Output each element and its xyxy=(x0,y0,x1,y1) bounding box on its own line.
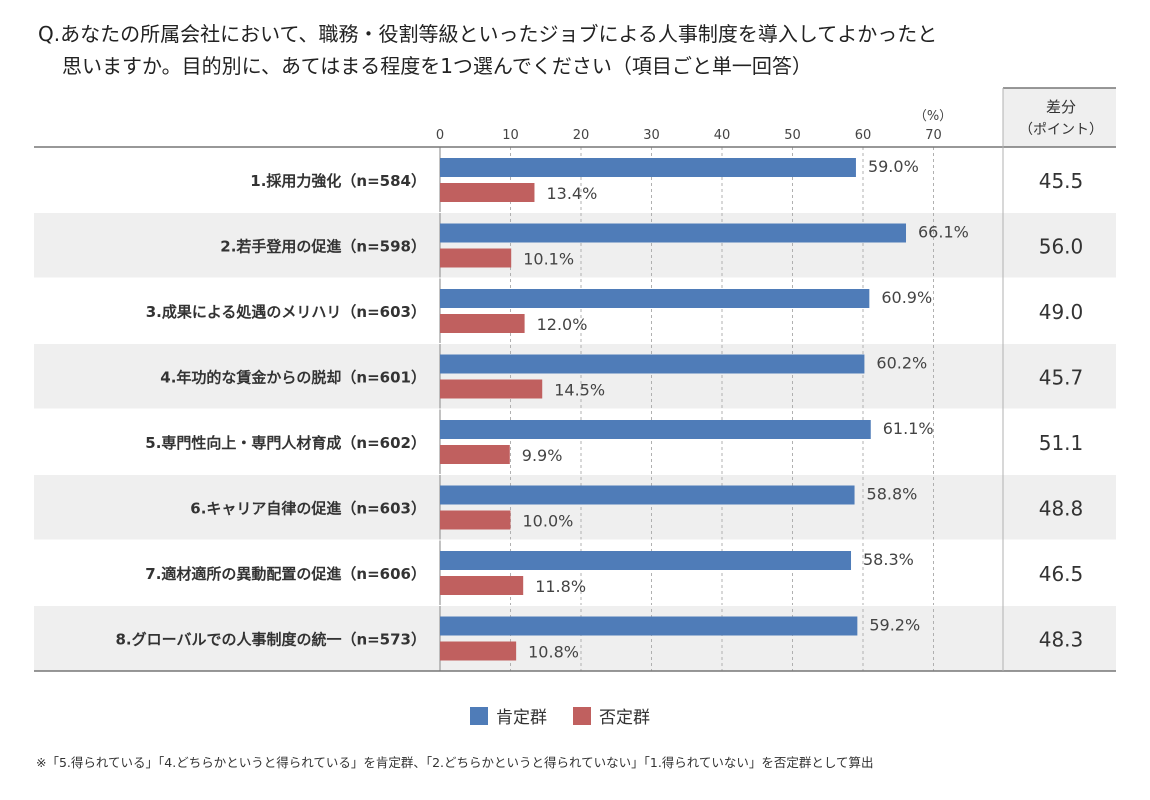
row-background xyxy=(34,605,1116,671)
diff-value: 45.7 xyxy=(1039,365,1084,389)
x-tick-label: 0 xyxy=(436,128,444,143)
diff-value: 49.0 xyxy=(1039,300,1084,324)
bar-positive xyxy=(440,289,870,308)
data-label-positive: 61.1% xyxy=(883,419,934,438)
category-label: 8.グローバルでの人事制度の統一（n=573） xyxy=(115,630,426,648)
bar-positive xyxy=(440,158,856,177)
data-label-negative: 10.1% xyxy=(523,250,574,269)
diff-value: 48.3 xyxy=(1039,627,1084,651)
category-label: 4.年功的な賃金からの脱却（n=601） xyxy=(160,368,426,386)
chart-title: Q.あなたの所属会社において、職務・役割等級といったジョブによる人事制度を導入し… xyxy=(38,18,937,82)
legend-swatch-positive xyxy=(470,706,488,725)
diff-value: 45.5 xyxy=(1039,169,1084,193)
title-line-2: 思いますか。目的別に、あてはまる程度を1つ選んでください（項目ごと単一回答） xyxy=(62,54,812,78)
legend-label-positive: 肯定群 xyxy=(496,708,547,728)
legend-item-negative: 否定群 xyxy=(573,703,650,728)
bar-chart: 0 10 20 30 40 50 60 70 （%） 差分 （ポイント） 1.採用力強化（n=584）… xyxy=(34,87,1116,672)
bar-negative xyxy=(440,183,535,202)
data-label-negative: 9.9% xyxy=(522,446,563,465)
bar-negative xyxy=(440,314,525,333)
bar-positive xyxy=(440,485,855,505)
data-label-positive: 60.9% xyxy=(881,288,932,307)
data-label-positive: 58.3% xyxy=(863,550,914,569)
category-label: 5.専門性向上・専門人材育成（n=602） xyxy=(145,434,426,452)
bar-positive xyxy=(440,223,907,243)
unit-label: （%） xyxy=(914,109,952,124)
data-label-negative: 11.8% xyxy=(535,577,586,596)
x-tick-label: 60 xyxy=(855,128,872,143)
bar-negative xyxy=(440,379,543,399)
data-label-positive: 59.0% xyxy=(868,157,919,176)
bar-negative xyxy=(440,510,511,530)
legend: 肯定群 否定群 xyxy=(470,703,650,728)
data-label-negative: 10.8% xyxy=(528,643,579,662)
bar-negative xyxy=(440,445,510,464)
legend-label-negative: 否定群 xyxy=(599,708,650,728)
category-label: 6.キャリア自律の促進（n=603） xyxy=(190,499,426,517)
data-label-negative: 10.0% xyxy=(523,512,574,531)
x-tick-label: 50 xyxy=(784,128,801,143)
data-label-negative: 14.5% xyxy=(554,381,605,400)
row-background xyxy=(34,343,1116,409)
diff-value: 51.1 xyxy=(1039,431,1084,455)
bar-positive xyxy=(440,616,858,636)
category-label: 1.採用力強化（n=584） xyxy=(250,172,426,190)
diff-value: 48.8 xyxy=(1039,496,1084,520)
bar-positive xyxy=(440,420,871,439)
category-label: 7.適材適所の異動配置の促進（n=606） xyxy=(145,565,426,583)
diff-value: 46.5 xyxy=(1039,562,1084,586)
x-tick-label: 40 xyxy=(714,128,731,143)
diff-header-background xyxy=(1003,88,1116,147)
row-background xyxy=(34,474,1116,540)
category-label: 3.成果による処遇のメリハリ（n=603） xyxy=(146,303,426,321)
diff-header-label: （ポイント） xyxy=(1019,122,1103,138)
category-label: 2.若手登用の促進（n=598） xyxy=(220,237,426,255)
title-line-1: Q.あなたの所属会社において、職務・役割等級といったジョブによる人事制度を導入し… xyxy=(38,22,938,46)
bar-positive xyxy=(440,354,865,374)
x-tick-label: 20 xyxy=(573,128,590,143)
bar-negative xyxy=(440,576,524,595)
bar-positive xyxy=(440,551,852,570)
data-label-negative: 13.4% xyxy=(546,184,597,203)
row-background xyxy=(34,212,1116,278)
legend-item-positive: 肯定群 xyxy=(470,703,547,728)
x-tick-label: 70 xyxy=(925,128,942,143)
footnote: ※「5.得られている」「4.どちらかというと得られている」を肯定群、「2.どちら… xyxy=(36,755,874,770)
diff-header-label: 差分 xyxy=(1046,98,1076,116)
data-label-negative: 12.0% xyxy=(537,315,588,334)
legend-swatch-negative xyxy=(573,706,591,725)
diff-value: 56.0 xyxy=(1039,234,1084,258)
data-label-positive: 58.8% xyxy=(867,485,918,504)
bar-negative xyxy=(440,248,512,268)
data-label-positive: 66.1% xyxy=(918,223,969,242)
bar-negative xyxy=(440,641,517,661)
x-tick-label: 10 xyxy=(502,128,519,143)
x-tick-label: 30 xyxy=(643,128,660,143)
data-label-positive: 60.2% xyxy=(876,354,927,373)
data-label-positive: 59.2% xyxy=(869,616,920,635)
